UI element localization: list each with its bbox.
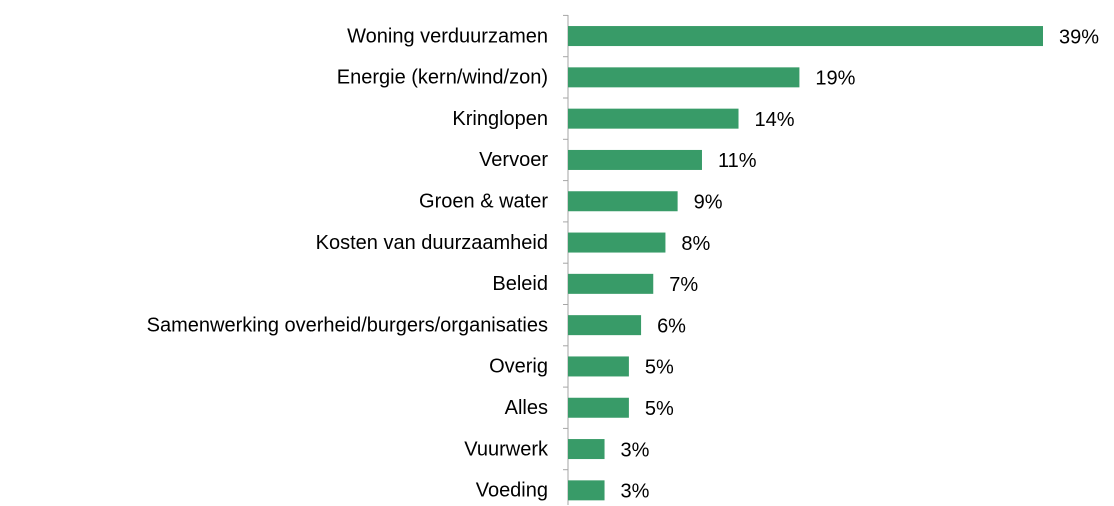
value-label: 6% [657,315,686,337]
bar [568,232,666,253]
category-label: Woning verduurzamen [347,25,548,47]
value-label: 3% [621,481,650,503]
bar [568,439,605,460]
bar [568,191,678,212]
category-label: Groen & water [419,191,548,213]
category-label: Vuurwerk [464,438,549,460]
category-label: Beleid [492,273,548,295]
category-label: Voeding [476,480,548,502]
value-label: 9% [694,192,723,214]
value-label: 14% [755,109,795,131]
category-label: Energie (kern/wind/zon) [337,67,548,89]
bar [568,397,629,418]
bar [568,273,654,294]
value-label: 11% [718,150,757,172]
bar [568,26,1043,47]
value-label: 7% [669,274,698,296]
category-label: Kringlopen [452,108,548,130]
bar [568,356,629,377]
category-label: Alles [505,397,548,419]
value-label: 19% [815,68,855,90]
category-label: Vervoer [479,149,548,171]
value-label: 8% [681,233,710,255]
category-label: Overig [489,356,548,378]
bar [568,480,605,501]
category-label: Kosten van duurzaamheid [316,232,548,254]
bar [568,108,739,129]
category-label: Samenwerking overheid/burgers/organisati… [147,314,548,336]
value-label: 3% [621,439,650,461]
value-label: 5% [645,398,674,420]
bar [568,67,800,88]
bar [568,315,642,336]
bar [568,149,702,170]
value-label: 5% [645,357,674,379]
value-label: 39% [1059,26,1099,48]
